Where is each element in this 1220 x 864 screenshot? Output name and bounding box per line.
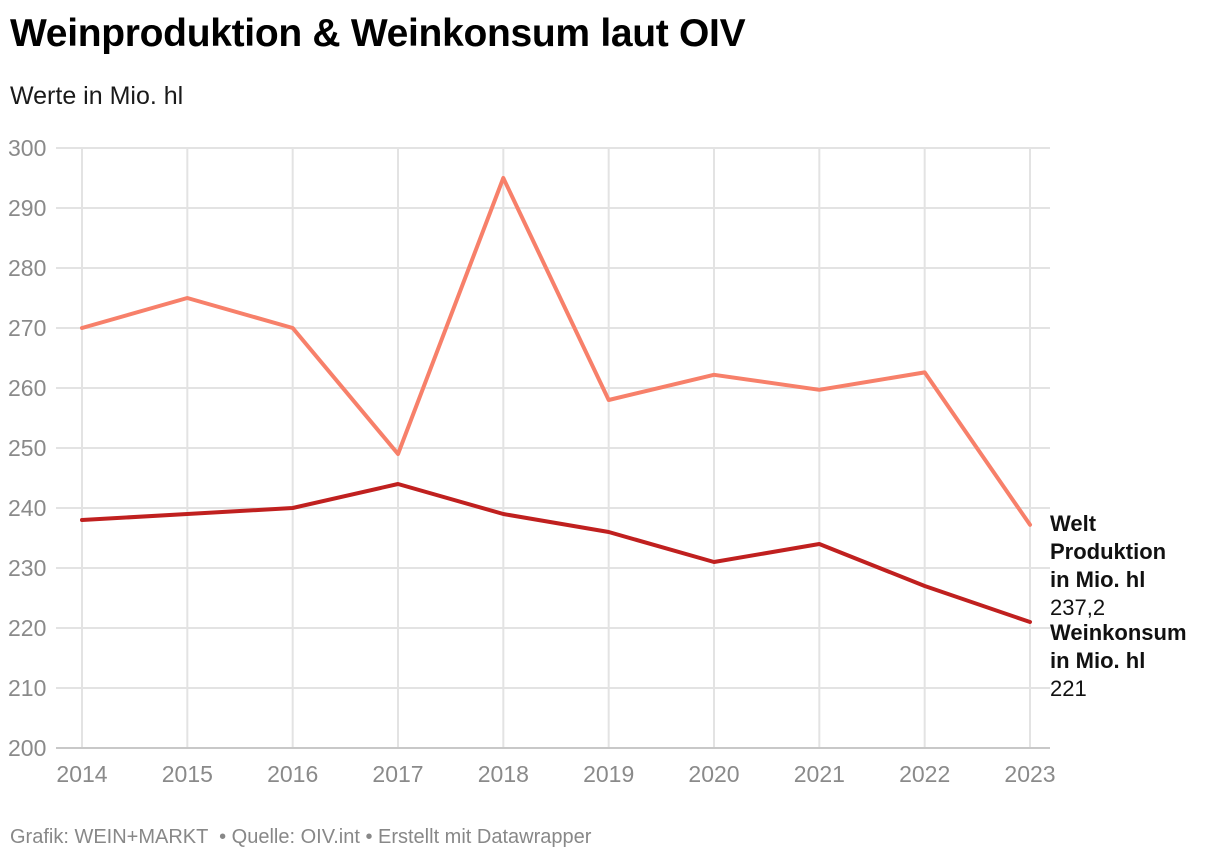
y-tick-label: 290 xyxy=(8,195,46,221)
source-footer: Grafik: WEIN+MARKT • Quelle: OIV.int • E… xyxy=(10,826,592,848)
chart-subtitle: Werte in Mio. hl xyxy=(10,82,184,110)
y-tick-label: 200 xyxy=(8,735,46,761)
chart-title: Weinproduktion & Weinkonsum laut OIV xyxy=(10,12,746,55)
series-end-value: 221 xyxy=(1050,676,1087,701)
series-label-name: in Mio. hl xyxy=(1050,567,1145,592)
x-tick-label: 2019 xyxy=(583,761,634,787)
x-tick-label: 2017 xyxy=(372,761,423,787)
y-tick-label: 230 xyxy=(8,555,46,581)
y-tick-label: 270 xyxy=(8,315,46,341)
x-tick-label: 2020 xyxy=(688,761,739,787)
series-label-name: Produktion xyxy=(1050,539,1166,564)
x-tick-label: 2016 xyxy=(267,761,318,787)
series-label-name: Welt xyxy=(1050,511,1097,536)
series-label-name: in Mio. hl xyxy=(1050,648,1145,673)
series-line-konsum xyxy=(80,482,1032,624)
x-tick-label: 2021 xyxy=(794,761,845,787)
y-tick-label: 210 xyxy=(8,675,46,701)
y-tick-label: 220 xyxy=(8,615,46,641)
x-tick-label: 2018 xyxy=(478,761,529,787)
y-tick-label: 260 xyxy=(8,375,46,401)
y-tick-label: 280 xyxy=(8,255,46,281)
series-label-name: Weinkonsum xyxy=(1050,620,1187,645)
series-end-value: 237,2 xyxy=(1050,595,1105,620)
x-tick-label: 2015 xyxy=(162,761,213,787)
x-tick-label: 2022 xyxy=(899,761,950,787)
series-line-produktion xyxy=(80,176,1032,527)
x-tick-label: 2014 xyxy=(56,761,107,787)
y-tick-label: 250 xyxy=(8,435,46,461)
y-tick-label: 240 xyxy=(8,495,46,521)
y-tick-label: 300 xyxy=(8,135,46,161)
x-tick-label: 2023 xyxy=(1004,761,1055,787)
